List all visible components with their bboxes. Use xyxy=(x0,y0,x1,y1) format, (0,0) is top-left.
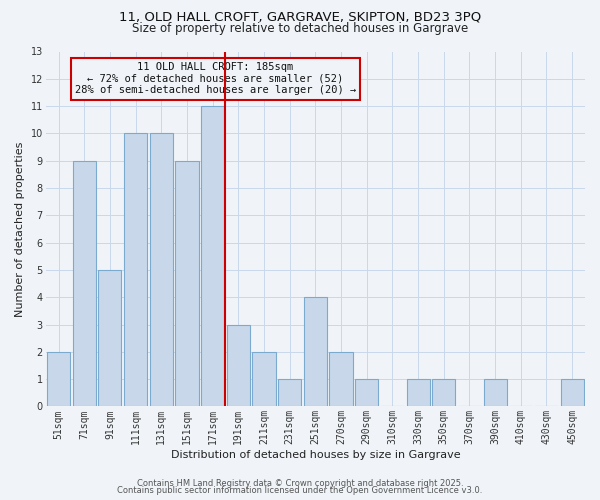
Bar xyxy=(407,379,430,406)
Text: Contains HM Land Registry data © Crown copyright and database right 2025.: Contains HM Land Registry data © Crown c… xyxy=(137,478,463,488)
Text: 11, OLD HALL CROFT, GARGRAVE, SKIPTON, BD23 3PQ: 11, OLD HALL CROFT, GARGRAVE, SKIPTON, B… xyxy=(119,11,481,24)
Bar xyxy=(227,324,250,406)
Bar xyxy=(124,134,147,406)
Bar xyxy=(560,379,584,406)
Text: Size of property relative to detached houses in Gargrave: Size of property relative to detached ho… xyxy=(132,22,468,35)
Bar xyxy=(278,379,301,406)
Bar xyxy=(150,134,173,406)
Bar xyxy=(484,379,506,406)
Bar xyxy=(253,352,275,406)
Text: Contains public sector information licensed under the Open Government Licence v3: Contains public sector information licen… xyxy=(118,486,482,495)
Bar xyxy=(175,160,199,406)
Bar xyxy=(355,379,378,406)
Bar xyxy=(98,270,121,406)
Text: 11 OLD HALL CROFT: 185sqm
← 72% of detached houses are smaller (52)
28% of semi-: 11 OLD HALL CROFT: 185sqm ← 72% of detac… xyxy=(75,62,356,96)
Bar xyxy=(432,379,455,406)
Bar xyxy=(73,160,96,406)
Bar xyxy=(304,297,327,406)
X-axis label: Distribution of detached houses by size in Gargrave: Distribution of detached houses by size … xyxy=(170,450,460,460)
Bar xyxy=(47,352,70,406)
Bar xyxy=(201,106,224,406)
Bar xyxy=(329,352,353,406)
Y-axis label: Number of detached properties: Number of detached properties xyxy=(15,142,25,316)
